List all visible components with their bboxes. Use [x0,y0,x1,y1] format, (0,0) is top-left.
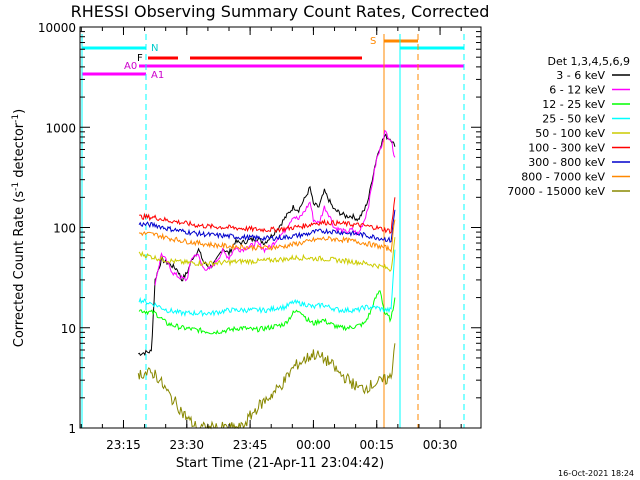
x-tick-label-3: 00:00 [296,438,331,452]
x-tick-label-4: 00:15 [359,438,394,452]
series-line-2 [138,290,396,335]
legend-entry-7: 800 - 7000 keV [521,171,605,184]
y-tick-label-3: 1000 [45,121,76,135]
night-label: N [151,43,158,54]
series-line-3 [138,249,396,318]
footer-date: 16-Oct-2021 18:24 [558,469,634,478]
plot-area: N F A0 A1 S 23:15 23:30 23:45 00:00 00:15 00:… [38,21,482,452]
legend-entry-6: 300 - 800 keV [528,156,605,169]
x-tick-label-5: 00:30 [423,438,458,452]
series-line-1 [154,129,396,286]
flare-label: F [137,53,143,64]
legend-entry-4: 50 - 100 keV [535,127,605,140]
series-line-8 [137,343,396,430]
y-tick-label-2: 100 [53,222,76,236]
x-tick-label-2: 23:45 [233,438,268,452]
legend-entry-5: 100 - 300 keV [528,142,605,155]
series-line-5 [138,197,396,235]
series-line-6 [138,209,396,243]
series-line-0 [138,133,396,357]
annotation-bars: N F A0 A1 S [81,34,465,428]
attenuator-a1-label: A1 [151,70,164,81]
attenuator-a0-label: A0 [124,61,137,72]
y-tick-label-1: 10 [61,322,76,336]
y-axis-ticks: 1 10 100 1000 10000 [38,21,481,436]
saa-label: S [370,36,376,47]
legend-entry-8: 7000 - 15000 keV [507,185,605,198]
x-axis-label: Start Time (21-Apr-11 23:04:42) [176,456,384,471]
series-layer [137,129,396,430]
x-axis-ticks: 23:15 23:30 23:45 00:00 00:15 00:30 [80,27,462,452]
y-tick-label-4: 10000 [38,21,76,35]
legend-entry-2: 12 - 25 keV [542,98,605,111]
y-axis-label: Corrected Count Rate (s-1 detector-1) [11,109,27,347]
legend-title: Det 1,3,4,5,6,9 [547,55,630,68]
x-tick-label-1: 23:30 [169,438,204,452]
series-line-4 [138,237,396,273]
legend-entry-3: 25 - 50 keV [542,113,605,126]
x-tick-label-0: 23:15 [106,438,141,452]
series-line-7 [138,219,396,254]
legend-entry-0: 3 - 6 keV [556,69,605,82]
legend-entry-1: 6 - 12 keV [549,84,605,97]
chart-title: RHESSI Observing Summary Count Rates, Co… [71,2,490,21]
y-tick-label-0: 1 [68,422,76,436]
